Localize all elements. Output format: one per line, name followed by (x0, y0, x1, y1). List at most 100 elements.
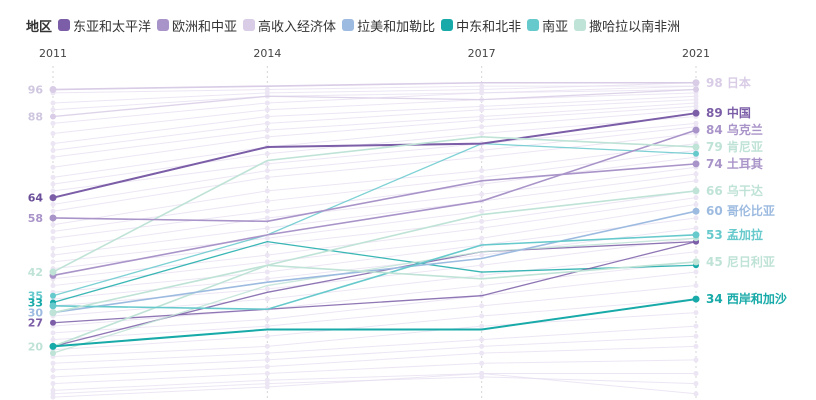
left-value-label: 30 (28, 307, 44, 320)
legend-swatch (574, 19, 587, 31)
legend-item[interactable]: 拉美和加勒比 (342, 16, 435, 35)
background-point (479, 272, 485, 278)
legend-item[interactable]: 中东和北非 (441, 16, 521, 35)
background-line (52, 109, 697, 178)
background-point (693, 283, 699, 289)
series-end-label: 98 日本 (706, 75, 751, 90)
group-point (50, 292, 56, 299)
left-value-label: 35 (28, 290, 43, 303)
background-point (693, 201, 699, 207)
series-end-label: 60 哥伦比亚 (706, 203, 775, 218)
series-line (52, 210, 697, 314)
x-tick-label: 2017 (468, 47, 496, 60)
background-point (264, 286, 270, 292)
legend-item[interactable]: 撒哈拉以南非洲 (574, 16, 680, 35)
background-point (264, 370, 270, 376)
group-point (50, 113, 56, 120)
background-point (693, 323, 699, 329)
background-point (479, 124, 485, 130)
legend-item-label: 拉美和加勒比 (357, 19, 436, 35)
background-point (50, 259, 56, 265)
background-point (264, 296, 270, 302)
background-point (264, 269, 270, 275)
background-point (264, 127, 270, 133)
group-point (50, 319, 56, 326)
background-point (479, 252, 485, 258)
background-point (479, 283, 485, 289)
background-point (264, 198, 270, 204)
background-point (693, 225, 699, 231)
left-value-label: 58 (28, 212, 43, 225)
background-line (52, 126, 697, 205)
background-point (479, 191, 485, 197)
background-point (264, 316, 270, 322)
background-point (264, 323, 270, 329)
legend-item[interactable]: 欧洲和中亚 (157, 16, 237, 35)
series-end-label: 53 孟加拉 (706, 227, 763, 242)
legend-item[interactable]: 高收入经济体 (243, 16, 336, 35)
background-line (52, 122, 697, 192)
background-point (50, 283, 56, 289)
background-point (264, 225, 270, 231)
background-point (50, 100, 56, 106)
background-point (479, 235, 485, 241)
background-point (693, 171, 699, 177)
background-point (693, 391, 699, 397)
background-lines (50, 80, 699, 400)
background-point (50, 337, 56, 343)
group-line (52, 240, 697, 324)
background-line (52, 166, 697, 249)
series-point (49, 309, 57, 317)
background-point (479, 168, 485, 174)
legend-swatch (342, 19, 355, 31)
legend-item-label: 撒哈拉以南非洲 (589, 19, 681, 35)
background-line (52, 92, 697, 134)
background-line (52, 116, 697, 185)
background-line (52, 372, 696, 391)
series-point (692, 109, 700, 117)
background-line (52, 372, 697, 398)
background-point (479, 323, 485, 329)
legend: 地区 东亚和太平洋 欧洲和中亚 高收入经济体 拉美和加勒比 中东和北非 南亚 撒哈拉以南非洲 (26, 14, 686, 36)
background-point (50, 367, 56, 373)
background-point (50, 147, 56, 153)
background-line (52, 203, 697, 287)
group-point (693, 86, 699, 93)
background-point (264, 120, 270, 126)
series-line (52, 112, 697, 199)
background-point (50, 381, 56, 387)
background-point (479, 350, 485, 356)
background-point (50, 360, 56, 366)
background-point (693, 215, 699, 221)
left-value-label: 27 (28, 317, 43, 330)
legend-item[interactable]: 南亚 (527, 16, 568, 35)
series-point (49, 342, 57, 350)
right-series-labels: 98 日本 89 中国 84 乌克兰 79 肯尼亚 74 土耳其 66 乌干达 60 哥伦比… (706, 75, 787, 306)
legend-items: 东亚和太平洋 欧洲和中亚 高收入经济体 拉美和加勒比 中东和北非 南亚 撒哈拉以南非洲 (58, 16, 686, 35)
background-point (479, 107, 485, 113)
background-line (52, 190, 697, 270)
background-line (52, 345, 697, 378)
background-point (693, 178, 699, 184)
background-point (264, 333, 270, 339)
series-end-label: 79 肯尼亚 (706, 139, 763, 154)
background-point (264, 357, 270, 363)
series-line (52, 234, 697, 311)
background-point (693, 357, 699, 363)
legend-swatch (58, 19, 71, 31)
background-point (264, 215, 270, 221)
background-point (479, 90, 485, 96)
legend-swatch (527, 19, 540, 31)
background-point (693, 381, 699, 387)
background-line (52, 132, 697, 212)
legend-item[interactable]: 东亚和太平洋 (58, 16, 151, 35)
background-point (264, 151, 270, 157)
series-point (692, 207, 700, 215)
background-point (50, 107, 56, 113)
background-point (50, 188, 56, 194)
background-point (264, 107, 270, 113)
background-line (52, 99, 697, 151)
background-point (50, 181, 56, 187)
group-line (52, 237, 697, 354)
background-line (52, 82, 697, 104)
